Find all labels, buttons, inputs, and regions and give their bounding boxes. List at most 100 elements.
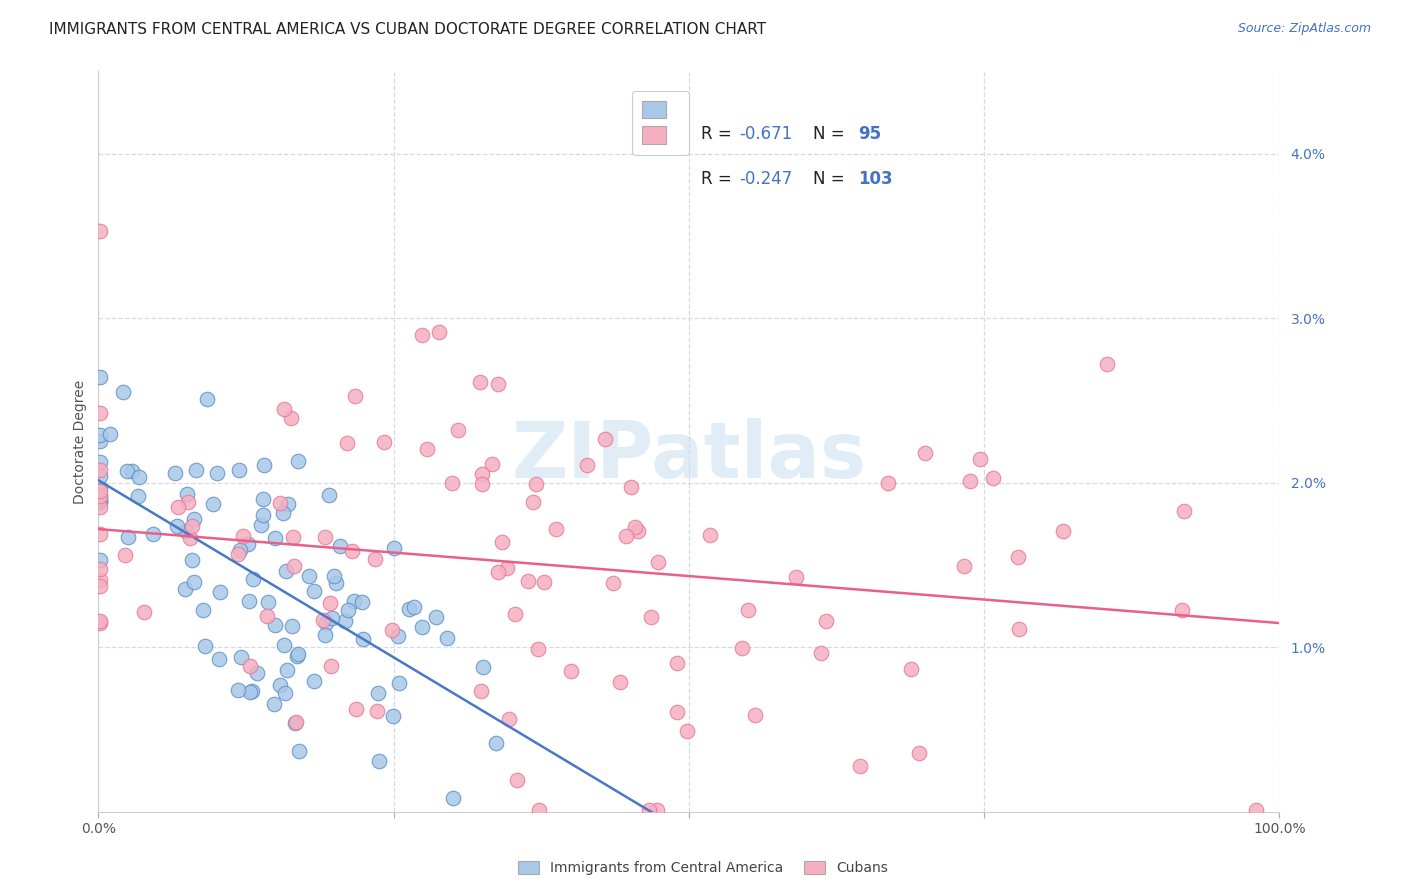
- Point: [425, 610, 447, 624]
- Point: [427, 325, 450, 339]
- Point: [744, 707, 766, 722]
- Point: [284, 716, 307, 731]
- Point: [524, 476, 547, 491]
- Point: [132, 605, 155, 619]
- Legend: , : ,: [633, 91, 689, 154]
- Point: [810, 646, 832, 660]
- Point: [277, 498, 299, 512]
- Point: [89, 370, 111, 384]
- Point: [263, 697, 285, 711]
- Point: [627, 524, 650, 538]
- Point: [89, 434, 111, 448]
- Point: [89, 492, 111, 507]
- Point: [314, 628, 336, 642]
- Point: [288, 744, 311, 758]
- Point: [969, 451, 991, 466]
- Point: [252, 508, 274, 522]
- Point: [333, 614, 356, 628]
- Point: [256, 609, 278, 624]
- Point: [1007, 550, 1029, 565]
- Point: [441, 790, 464, 805]
- Point: [242, 572, 264, 586]
- Point: [226, 683, 249, 698]
- Point: [522, 494, 544, 508]
- Point: [276, 664, 298, 678]
- Point: [238, 593, 260, 607]
- Point: [297, 569, 319, 583]
- Point: [388, 676, 411, 690]
- Point: [253, 458, 276, 473]
- Point: [231, 650, 253, 665]
- Point: [343, 389, 366, 403]
- Point: [470, 376, 492, 390]
- Point: [283, 530, 305, 544]
- Point: [323, 569, 346, 583]
- Point: [264, 617, 287, 632]
- Point: [229, 543, 252, 558]
- Point: [470, 684, 492, 698]
- Point: [527, 803, 550, 817]
- Text: -0.671: -0.671: [740, 126, 793, 144]
- Point: [471, 660, 494, 674]
- Point: [274, 686, 297, 700]
- Point: [329, 540, 352, 554]
- Text: Source: ZipAtlas.com: Source: ZipAtlas.com: [1237, 22, 1371, 36]
- Point: [208, 652, 231, 666]
- Point: [676, 723, 699, 738]
- Point: [481, 457, 503, 471]
- Point: [560, 664, 582, 678]
- Point: [114, 548, 136, 562]
- Point: [368, 755, 391, 769]
- Point: [737, 603, 759, 617]
- Point: [201, 497, 224, 511]
- Text: N =: N =: [813, 126, 849, 144]
- Point: [89, 489, 111, 503]
- Point: [166, 500, 188, 515]
- Point: [205, 466, 228, 480]
- Point: [486, 565, 509, 579]
- Point: [89, 484, 111, 499]
- Point: [485, 736, 508, 750]
- Point: [271, 506, 294, 520]
- Point: [785, 570, 807, 584]
- Point: [191, 603, 214, 617]
- Point: [849, 758, 872, 772]
- Point: [280, 411, 302, 425]
- Point: [194, 639, 217, 653]
- Point: [602, 575, 624, 590]
- Point: [252, 491, 274, 506]
- Point: [491, 535, 513, 549]
- Point: [89, 494, 111, 508]
- Point: [226, 547, 249, 561]
- Point: [302, 583, 325, 598]
- Point: [89, 463, 111, 477]
- Point: [163, 467, 186, 481]
- Point: [516, 574, 538, 588]
- Point: [315, 615, 337, 630]
- Point: [89, 481, 111, 495]
- Point: [436, 631, 458, 645]
- Point: [89, 527, 111, 541]
- Point: [343, 593, 366, 607]
- Point: [98, 427, 121, 442]
- Point: [814, 614, 837, 628]
- Point: [269, 678, 291, 692]
- Point: [250, 518, 273, 533]
- Point: [142, 527, 165, 541]
- Text: 103: 103: [858, 169, 893, 188]
- Point: [183, 574, 205, 589]
- Point: [112, 384, 135, 399]
- Point: [236, 537, 259, 551]
- Point: [546, 522, 568, 536]
- Point: [184, 463, 207, 477]
- Point: [321, 658, 343, 673]
- Point: [239, 685, 262, 699]
- Point: [209, 585, 232, 599]
- Point: [336, 436, 359, 450]
- Point: [89, 562, 111, 576]
- Point: [176, 524, 198, 538]
- Point: [1008, 622, 1031, 636]
- Point: [447, 423, 470, 437]
- Point: [495, 560, 517, 574]
- Point: [730, 641, 752, 656]
